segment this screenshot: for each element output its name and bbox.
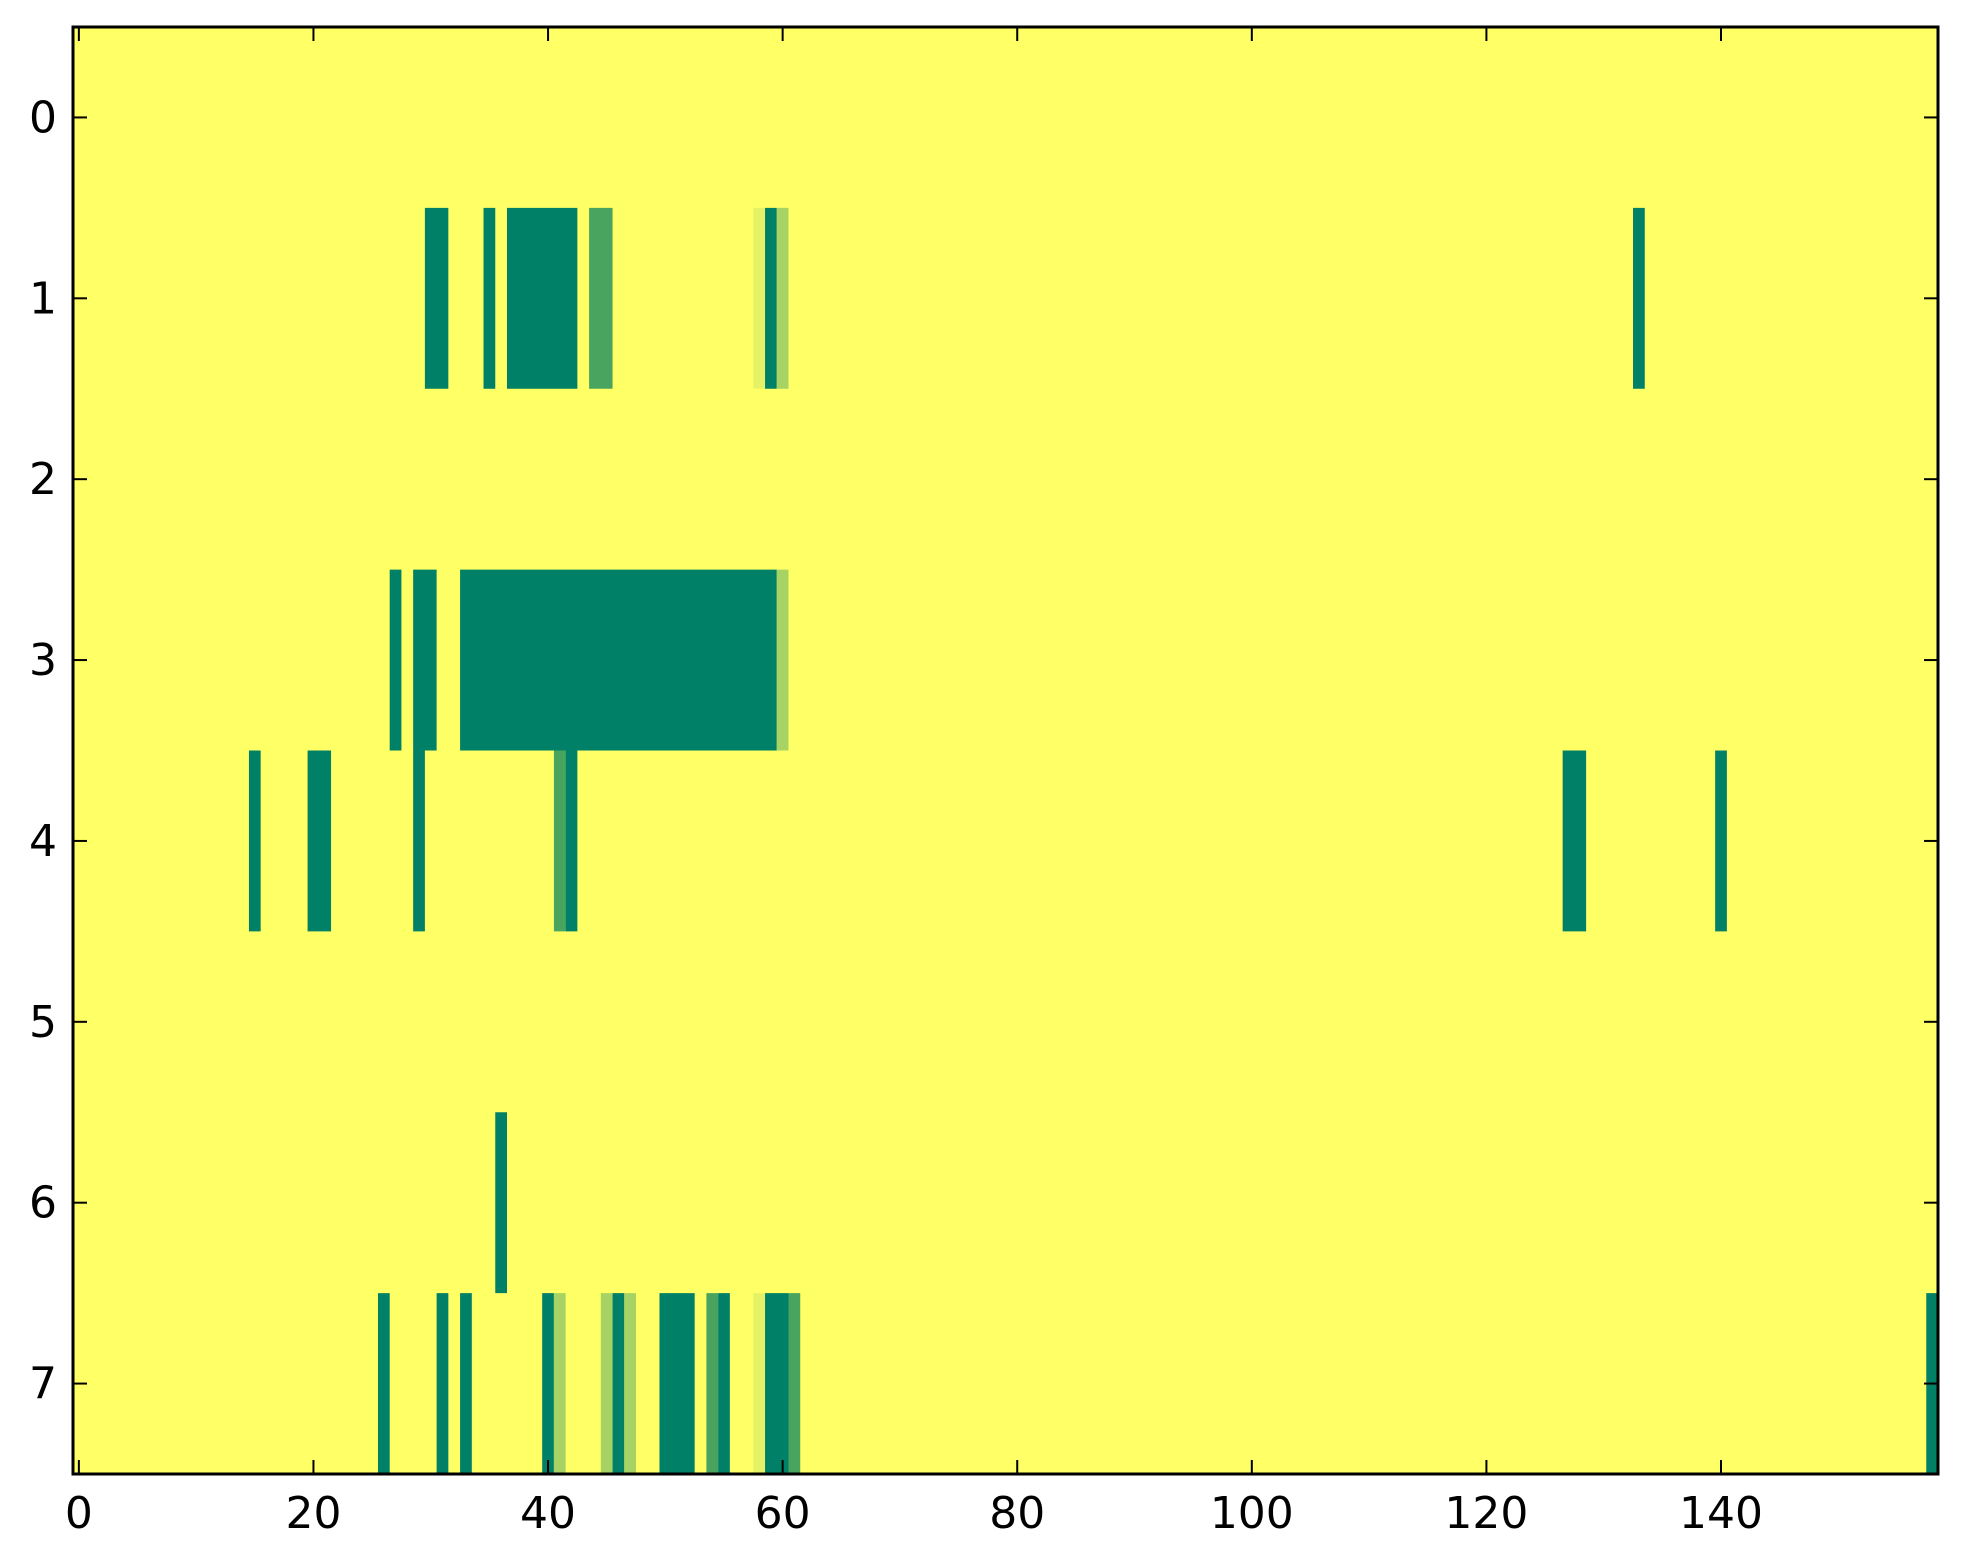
heatmap-cell-row3-27 [389, 569, 402, 751]
y-tick-label-4: 4 [29, 816, 57, 867]
heatmap-cell-row3-29 [413, 569, 437, 751]
y-tick-label-5: 5 [29, 997, 57, 1048]
y-tick-label-7: 7 [29, 1359, 57, 1410]
heatmap-cell-row7-59 [765, 1293, 789, 1475]
y-tick-label-3: 3 [29, 635, 57, 686]
heatmap-cell-row7-55 [718, 1293, 730, 1475]
x-tick-label-120: 120 [1444, 1488, 1528, 1539]
heatmap-cell-row7-47 [624, 1293, 637, 1475]
y-tick-labels: 0 1 2 3 4 5 6 7 [29, 92, 57, 1409]
heatmap-cell-row4-140 [1715, 750, 1727, 932]
plot-background [73, 27, 1938, 1474]
heatmap-cell-row1-35 [483, 207, 496, 389]
heatmap-cell-row4-127 [1562, 750, 1587, 932]
heatmap-cell-row7-41 [553, 1293, 566, 1475]
heatmap-cell-row1-133 [1633, 207, 1645, 389]
heatmap-cell-row4-15 [248, 750, 261, 932]
heatmap-cell-row3-60 [776, 569, 789, 751]
heatmap-cell-row1-59 [765, 207, 777, 389]
heatmap-cell-row6-36 [495, 1112, 507, 1294]
x-tick-label-40: 40 [520, 1488, 576, 1539]
plot-frame [71, 25, 1940, 1476]
heatmap-cell-row1-58 [753, 207, 766, 389]
heatmap-cell-row7-46 [612, 1293, 625, 1475]
heatmap-cell-row4-41 [553, 750, 566, 932]
heatmap-cell-row7-58 [753, 1293, 766, 1475]
x-tick-label-0: 0 [65, 1488, 93, 1539]
heatmap-cell-row7-33 [460, 1293, 472, 1475]
heatmap-cell-row7-40 [542, 1293, 554, 1475]
heatmap-cell-row1-30 [424, 207, 449, 389]
axis-ticks [73, 27, 1938, 1474]
heatmap-cell-row1-60 [776, 207, 789, 389]
x-tick-label-100: 100 [1210, 1488, 1294, 1539]
heatmap-cell-row3-33 [460, 569, 777, 751]
heatmap-cell-row7-61 [788, 1293, 801, 1475]
y-tick-label-6: 6 [29, 1178, 57, 1229]
heatmap-cell-row7-45 [600, 1293, 613, 1475]
heatmap-cell-row4-20 [307, 750, 332, 932]
heatmap-cell-row1-37 [506, 207, 578, 389]
x-tick-label-20: 20 [285, 1488, 341, 1539]
heatmap-cell-row7-54 [706, 1293, 719, 1475]
y-tick-label-1: 1 [29, 273, 57, 324]
heatmap-cell-row7-31 [436, 1293, 449, 1475]
x-tick-labels: 0 20 40 60 80 100 120 140 [65, 1488, 1763, 1539]
x-tick-label-60: 60 [755, 1488, 811, 1539]
heatmap-cell-row4-29 [413, 750, 425, 932]
heatmap-cell-row7-26 [377, 1293, 390, 1475]
heatmap-cell-row4-42 [565, 750, 578, 932]
y-tick-label-0: 0 [29, 92, 57, 143]
heatmap-cell-row7-50 [659, 1293, 695, 1475]
heatmap-cell-row1-44 [589, 207, 613, 389]
x-tick-label-140: 140 [1679, 1488, 1763, 1539]
x-tick-label-80: 80 [989, 1488, 1045, 1539]
y-tick-label-2: 2 [29, 454, 57, 505]
heatmap-cells [248, 207, 1938, 1475]
